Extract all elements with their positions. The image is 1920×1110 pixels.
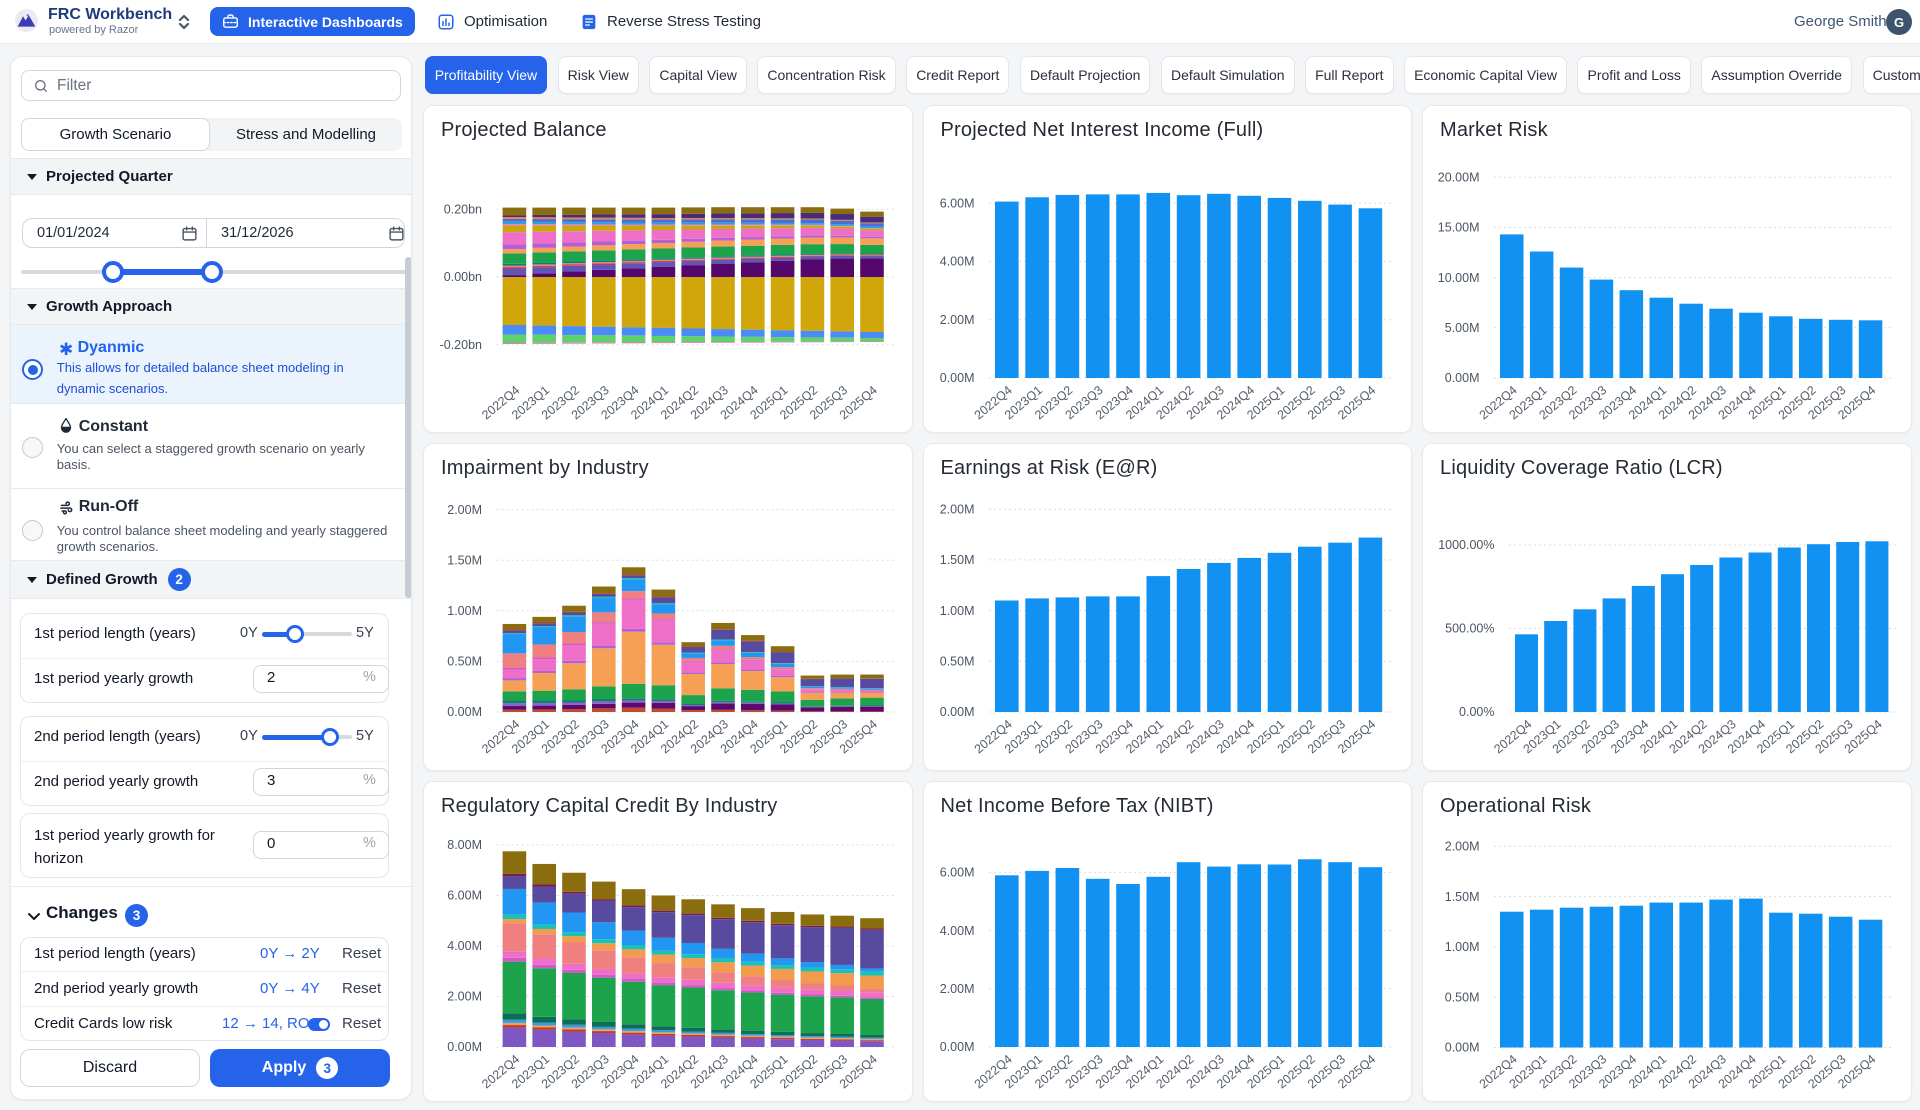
svg-text:0.00M: 0.00M xyxy=(939,705,974,719)
svg-text:-0.20bn: -0.20bn xyxy=(440,338,482,352)
svg-text:6.00M: 6.00M xyxy=(939,196,974,210)
svg-text:2.00M: 2.00M xyxy=(447,990,482,1004)
svg-text:15.00M: 15.00M xyxy=(1438,221,1480,235)
svg-text:1.50M: 1.50M xyxy=(447,553,482,567)
svg-text:1.50M: 1.50M xyxy=(1445,890,1480,904)
svg-text:2.00M: 2.00M xyxy=(1445,840,1480,854)
svg-text:1.00M: 1.00M xyxy=(939,604,974,618)
svg-text:2.00M: 2.00M xyxy=(939,502,974,516)
svg-text:0.00bn: 0.00bn xyxy=(444,270,482,284)
svg-text:5.00M: 5.00M xyxy=(1445,321,1480,335)
svg-text:1.50M: 1.50M xyxy=(939,553,974,567)
svg-text:0.00M: 0.00M xyxy=(447,705,482,719)
svg-text:2.00M: 2.00M xyxy=(939,313,974,327)
svg-text:1.00M: 1.00M xyxy=(447,604,482,618)
svg-text:4.00M: 4.00M xyxy=(939,255,974,269)
svg-text:0.20bn: 0.20bn xyxy=(444,203,482,217)
svg-text:0.00M: 0.00M xyxy=(939,1040,974,1054)
svg-text:8.00M: 8.00M xyxy=(447,838,482,852)
svg-text:1.00M: 1.00M xyxy=(1445,940,1480,954)
svg-text:0.00M: 0.00M xyxy=(1445,371,1480,385)
svg-text:0.00%: 0.00% xyxy=(1459,705,1494,719)
svg-text:0.00M: 0.00M xyxy=(1445,1041,1480,1055)
svg-text:6.00M: 6.00M xyxy=(939,866,974,880)
svg-text:500.00%: 500.00% xyxy=(1445,622,1494,636)
svg-text:0.00M: 0.00M xyxy=(939,371,974,385)
svg-text:0.00M: 0.00M xyxy=(447,1040,482,1054)
svg-text:4.00M: 4.00M xyxy=(447,939,482,953)
svg-text:10.00M: 10.00M xyxy=(1438,271,1480,285)
svg-text:2.00M: 2.00M xyxy=(447,503,482,517)
svg-text:20.00M: 20.00M xyxy=(1438,170,1480,184)
svg-text:6.00M: 6.00M xyxy=(447,889,482,903)
svg-text:2.00M: 2.00M xyxy=(939,982,974,996)
svg-text:0.50M: 0.50M xyxy=(447,655,482,669)
svg-text:0.50M: 0.50M xyxy=(939,655,974,669)
svg-text:1000.00%: 1000.00% xyxy=(1438,538,1494,552)
svg-text:0.50M: 0.50M xyxy=(1445,990,1480,1004)
svg-text:4.00M: 4.00M xyxy=(939,924,974,938)
